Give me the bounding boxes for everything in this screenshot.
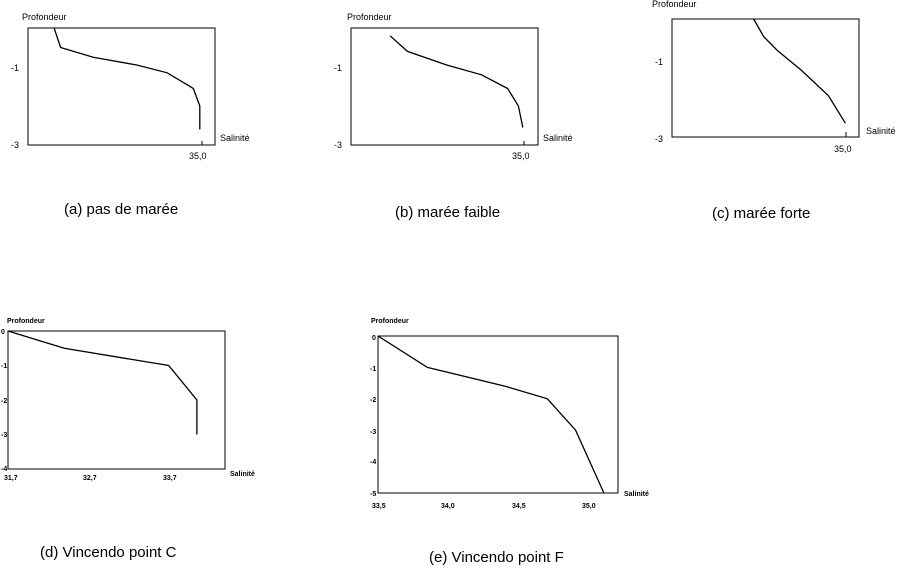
panel-a-frame bbox=[27, 27, 216, 146]
panel-d-xtick-label: 31,7 bbox=[4, 475, 18, 482]
panel-a-ytick-label: -1 bbox=[11, 63, 19, 73]
panel-e-ytick-label: -4 bbox=[370, 459, 376, 466]
panel-a-xtick-label: 35,0 bbox=[189, 151, 207, 161]
panel-d-xtick-label: 33,7 bbox=[163, 475, 177, 482]
panel-e-xtick-label: 34,0 bbox=[441, 503, 455, 510]
panel-e-xtick-label: 35,0 bbox=[582, 503, 596, 510]
panel-d-caption: (d) Vincendo point C bbox=[40, 544, 177, 561]
panel-d-ytick-label: -3 bbox=[1, 432, 7, 439]
panel-e-xtick-label: 33,5 bbox=[372, 503, 386, 510]
panel-a-xlabel: Salinité bbox=[220, 133, 250, 143]
panel-c: Profondeur Salinité 35,0 -1 -3 (c) marée… bbox=[652, 0, 896, 222]
panel-e-ytick-label: -3 bbox=[370, 429, 376, 436]
panel-d-ytick-label: -4 bbox=[1, 466, 7, 473]
panel-a-series-line bbox=[53, 27, 201, 130]
panel-e-ytick-label: -1 bbox=[370, 366, 376, 373]
panel-c-ytick-label: -1 bbox=[655, 57, 663, 67]
panel-d-ytick-label: 0 bbox=[1, 329, 5, 336]
panel-c-series-line bbox=[753, 18, 846, 124]
panel-d-frame bbox=[7, 330, 226, 470]
panel-c-caption: (c) marée forte bbox=[712, 205, 810, 222]
panel-e-caption: (e) Vincendo point F bbox=[429, 549, 564, 566]
panel-c-xtick-label: 35,0 bbox=[834, 144, 852, 154]
panel-e-frame bbox=[377, 335, 619, 494]
panel-d-series-line bbox=[7, 330, 198, 435]
panel-d-xlabel: Salinité bbox=[230, 471, 255, 478]
panel-a-caption: (a) pas de marée bbox=[64, 201, 178, 218]
panel-a-ytick-label: -3 bbox=[11, 140, 19, 150]
panel-d: Profondeur Salinité 0 -1 -2 -3 -4 31,7 3… bbox=[1, 318, 255, 561]
panel-b-series-line bbox=[389, 35, 524, 128]
panel-e: Profondeur Salinité 0 -1 -2 -3 -4 -5 33,… bbox=[370, 318, 649, 566]
panel-b-ylabel: Profondeur bbox=[347, 12, 392, 22]
panel-d-ylabel: Profondeur bbox=[7, 318, 45, 325]
panel-e-xtick-label: 34,5 bbox=[512, 503, 526, 510]
panel-e-series-line bbox=[377, 335, 605, 494]
panel-c-xlabel: Salinité bbox=[866, 126, 896, 136]
panel-b-ytick-label: -1 bbox=[334, 63, 342, 73]
panel-b-caption: (b) marée faible bbox=[395, 204, 500, 221]
panel-b-ytick-label: -3 bbox=[334, 140, 342, 150]
panel-c-ylabel: Profondeur bbox=[652, 0, 697, 9]
panel-e-ytick-label: -2 bbox=[370, 397, 376, 404]
panel-e-ylabel: Profondeur bbox=[371, 318, 409, 325]
panel-d-ytick-label: -1 bbox=[1, 363, 7, 370]
panel-e-xlabel: Salinité bbox=[624, 491, 649, 498]
panel-b-xtick-label: 35,0 bbox=[512, 151, 530, 161]
panel-c-ytick-label: -3 bbox=[655, 134, 663, 144]
panel-a: Profondeur Salinité 35,0 -1 -3 (a) pas d… bbox=[11, 12, 250, 218]
panel-c-frame bbox=[671, 18, 860, 138]
panel-d-ytick-label: -2 bbox=[1, 398, 7, 405]
panel-a-ylabel: Profondeur bbox=[22, 12, 67, 22]
panel-d-xtick-label: 32,7 bbox=[83, 475, 97, 482]
panel-e-ytick-label: -5 bbox=[370, 491, 376, 498]
panel-b: Profondeur Salinité 35,0 -1 -3 (b) marée… bbox=[334, 12, 573, 221]
panel-e-ytick-label: 0 bbox=[372, 335, 376, 342]
panel-b-xlabel: Salinité bbox=[543, 133, 573, 143]
panel-b-frame bbox=[350, 27, 539, 146]
